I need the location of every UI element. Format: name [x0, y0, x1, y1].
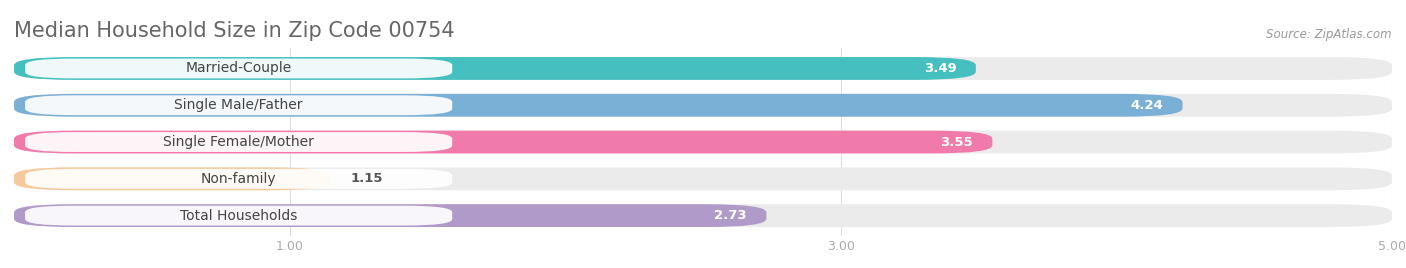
- Text: Non-family: Non-family: [201, 172, 277, 186]
- FancyBboxPatch shape: [25, 132, 453, 152]
- Text: 3.49: 3.49: [924, 62, 956, 75]
- Text: Median Household Size in Zip Code 00754: Median Household Size in Zip Code 00754: [14, 21, 454, 41]
- FancyBboxPatch shape: [25, 95, 453, 115]
- Text: Single Male/Father: Single Male/Father: [174, 98, 302, 112]
- FancyBboxPatch shape: [14, 94, 1182, 117]
- Text: 2.73: 2.73: [714, 209, 747, 222]
- FancyBboxPatch shape: [14, 168, 1392, 190]
- FancyBboxPatch shape: [14, 57, 1392, 80]
- FancyBboxPatch shape: [14, 131, 1392, 154]
- FancyBboxPatch shape: [25, 169, 453, 189]
- FancyBboxPatch shape: [25, 58, 453, 79]
- FancyBboxPatch shape: [14, 131, 993, 154]
- FancyBboxPatch shape: [14, 204, 1392, 227]
- Text: Source: ZipAtlas.com: Source: ZipAtlas.com: [1267, 28, 1392, 41]
- FancyBboxPatch shape: [14, 204, 766, 227]
- Text: Total Households: Total Households: [180, 209, 297, 223]
- FancyBboxPatch shape: [14, 94, 1392, 117]
- FancyBboxPatch shape: [14, 57, 976, 80]
- Text: 1.15: 1.15: [350, 172, 382, 185]
- Text: Single Female/Mother: Single Female/Mother: [163, 135, 314, 149]
- Text: 4.24: 4.24: [1130, 99, 1163, 112]
- FancyBboxPatch shape: [14, 168, 330, 190]
- FancyBboxPatch shape: [25, 206, 453, 226]
- Text: 3.55: 3.55: [941, 136, 973, 148]
- Text: Married-Couple: Married-Couple: [186, 61, 292, 76]
